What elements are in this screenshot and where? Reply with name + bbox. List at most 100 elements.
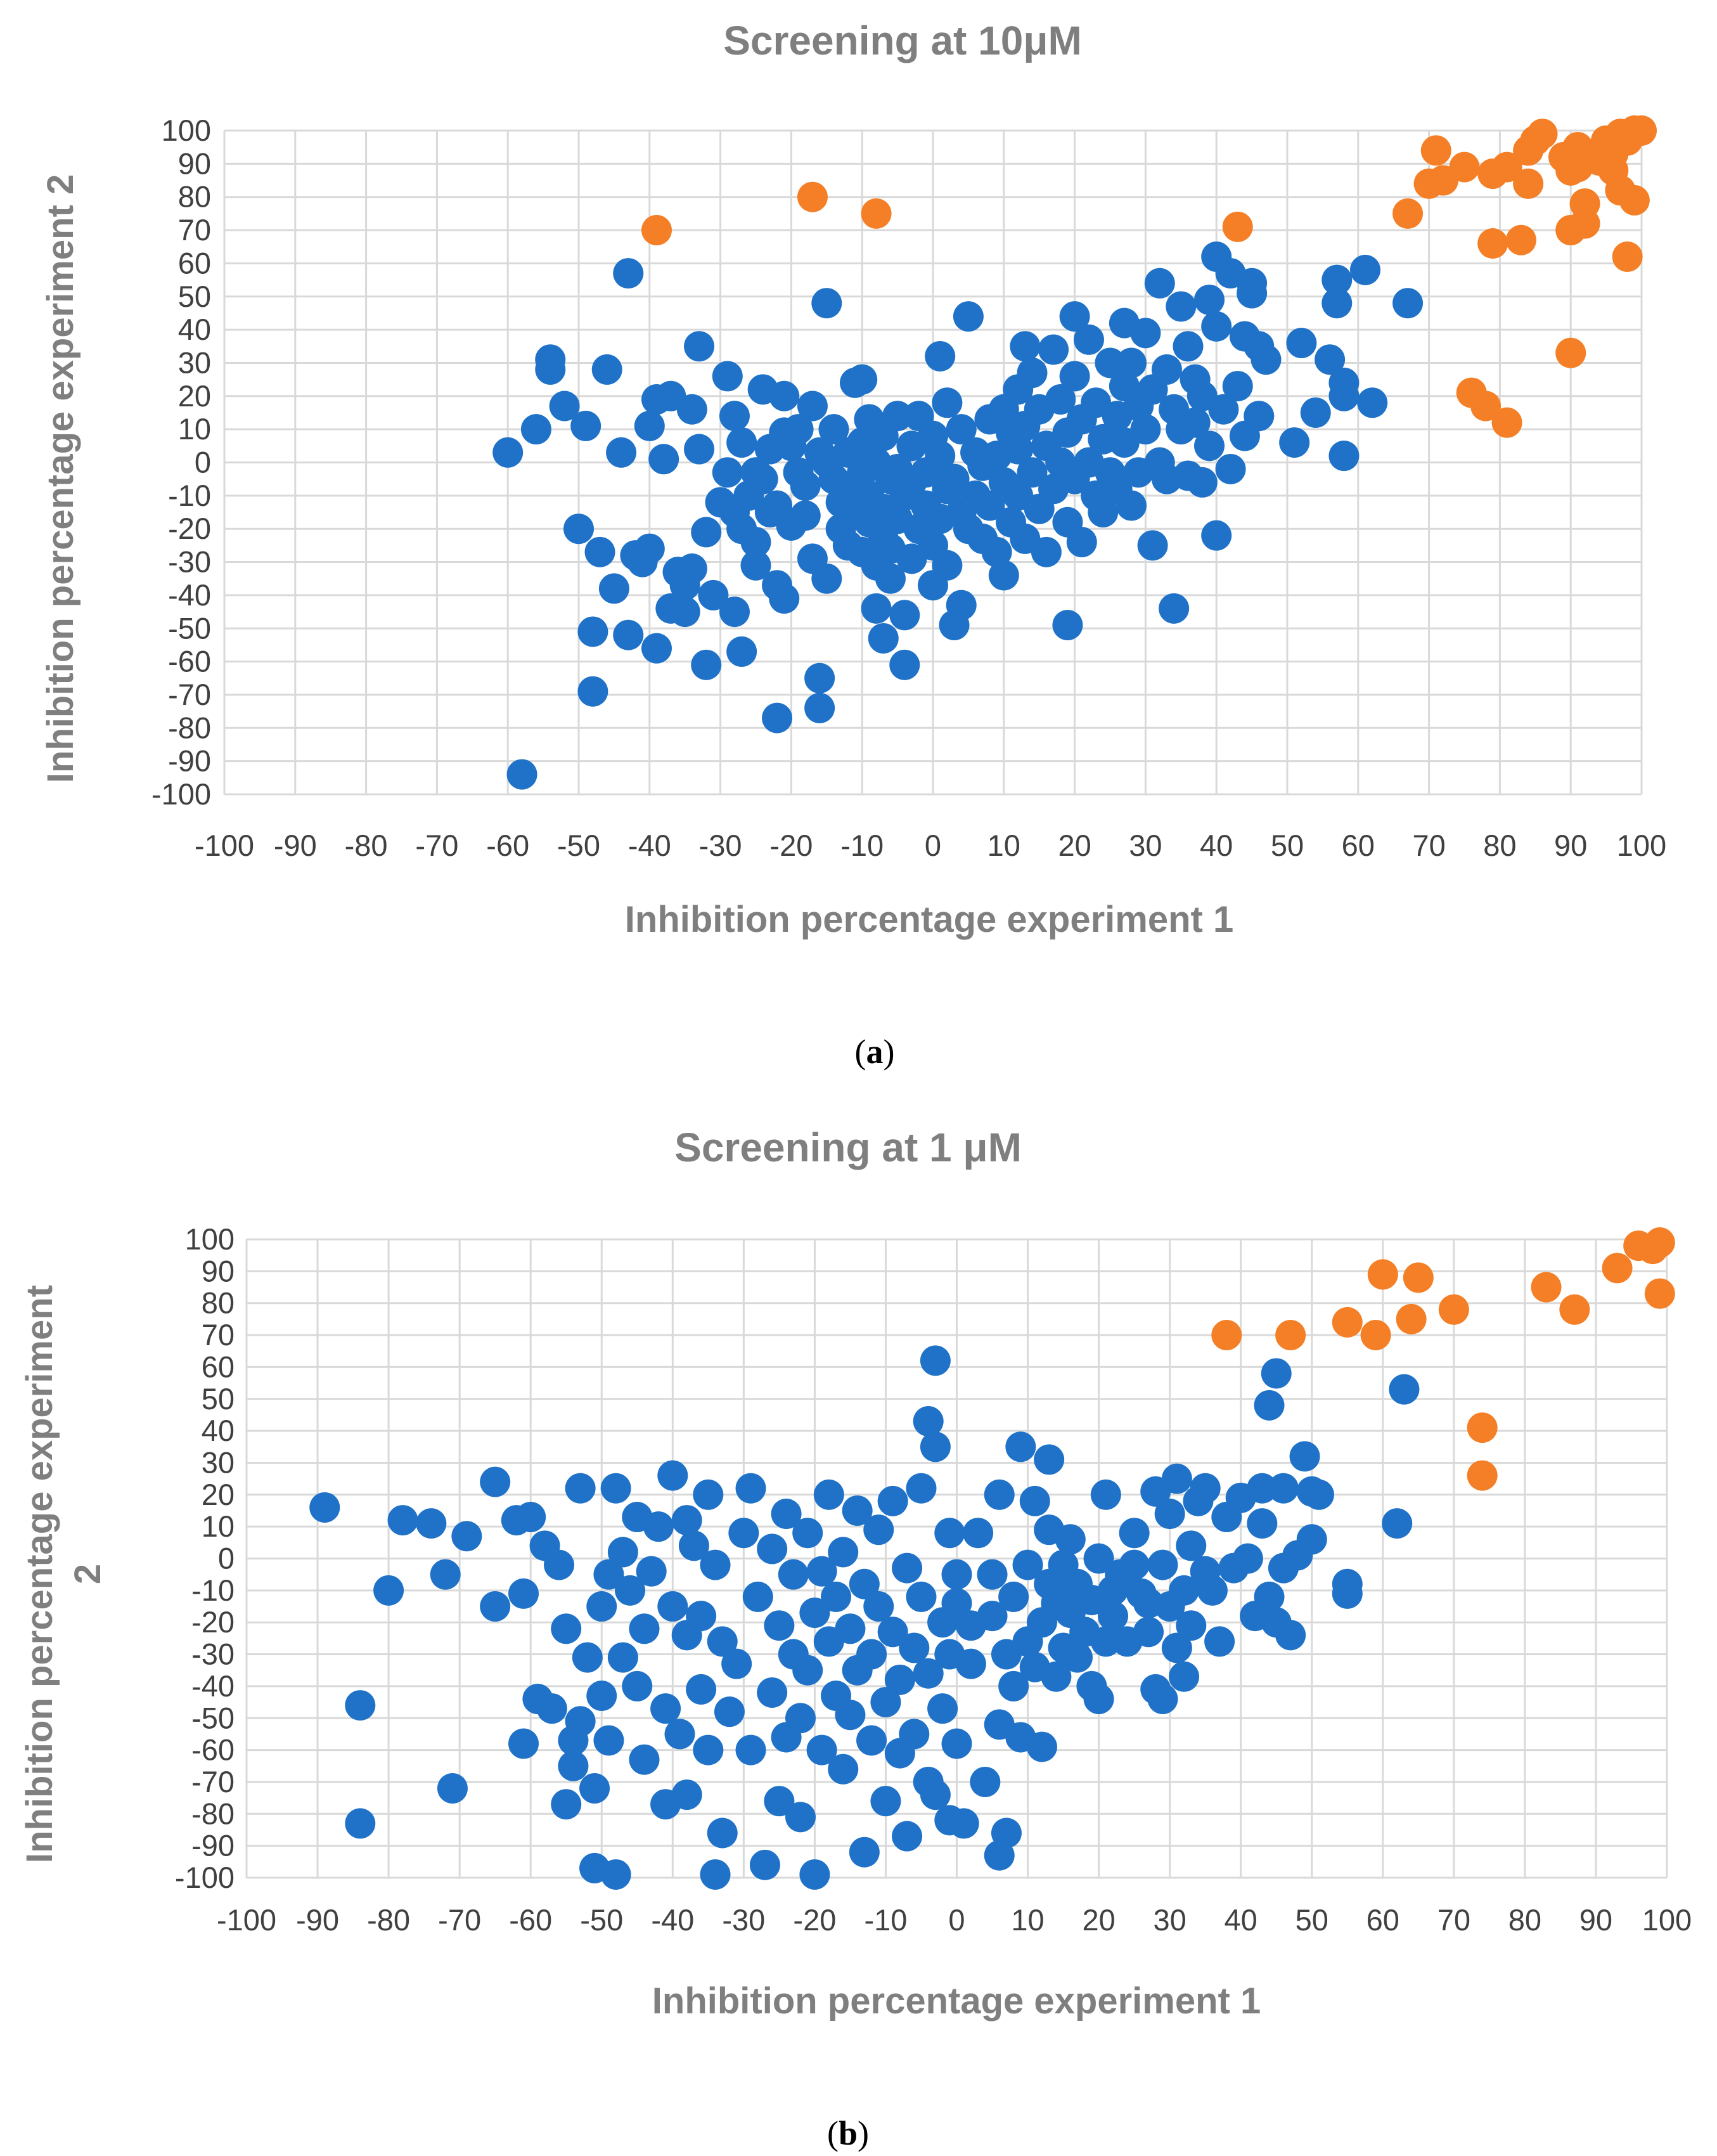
data-point [600, 1859, 631, 1890]
data-point [925, 340, 956, 371]
data-points [492, 115, 1657, 790]
y-tick-label: 40 [178, 313, 211, 346]
data-point [719, 401, 750, 432]
data-point [977, 1559, 1008, 1590]
hit-point [1403, 1262, 1434, 1293]
data-point [622, 1670, 653, 1701]
data-point [1357, 387, 1388, 418]
data-point [875, 563, 906, 594]
y-axis-title: Inhibition percentage experiment 2 [40, 174, 81, 783]
data-point [998, 1581, 1029, 1612]
data-point [1098, 1601, 1129, 1632]
y-tick-label: -50 [191, 1701, 235, 1734]
data-point [1090, 1479, 1121, 1510]
data-point [790, 470, 821, 501]
hit-point [1467, 1412, 1498, 1443]
data-point [676, 553, 707, 584]
x-tick-label: 20 [1058, 829, 1091, 862]
data-point [1130, 318, 1161, 349]
data-point [863, 1591, 894, 1622]
data-point [1392, 288, 1424, 319]
data-point [565, 1473, 596, 1504]
hit-point [1569, 188, 1600, 219]
y-tick-label: 100 [162, 113, 211, 147]
data-point [1090, 1626, 1121, 1657]
y-tick-label: -80 [191, 1797, 235, 1830]
data-point [920, 1779, 951, 1811]
data-point [686, 1601, 717, 1632]
x-tick-label: -80 [345, 829, 388, 862]
x-tick-label: -80 [367, 1903, 410, 1937]
data-point [648, 444, 679, 475]
data-point [946, 414, 977, 445]
chart-a: Screening at 10μM -100 -90 -80 -70 -60 -50 -40… [40, 18, 1666, 1071]
data-point [1159, 593, 1190, 624]
x-tick-label: -20 [769, 829, 813, 862]
data-point [707, 1817, 738, 1849]
data-point [643, 1511, 674, 1542]
hit-point [1644, 1227, 1675, 1258]
data-point [544, 1549, 575, 1580]
data-point [856, 1639, 887, 1670]
y-tick-label: -70 [168, 678, 211, 711]
data-point [1161, 1632, 1192, 1663]
data-point [615, 1575, 646, 1606]
data-point [684, 331, 715, 362]
x-tick-label: 90 [1554, 829, 1587, 862]
data-point [714, 1696, 745, 1727]
data-point [584, 536, 615, 567]
chart-title: Screening at 10μM [723, 18, 1082, 63]
data-point [749, 1849, 780, 1880]
hit-point [1626, 115, 1657, 146]
data-point [870, 1687, 901, 1718]
data-point [634, 410, 665, 441]
data-point [818, 414, 849, 445]
caption-b: (b) [827, 2114, 869, 2152]
data-point [913, 1405, 944, 1436]
x-tick-label: 60 [1342, 829, 1375, 862]
x-tick-label: -30 [722, 1903, 765, 1937]
data-point [946, 590, 977, 621]
y-tick-label: -10 [191, 1573, 235, 1607]
hit-point [1420, 135, 1451, 166]
data-point [785, 1703, 816, 1734]
data-point [600, 1473, 631, 1504]
data-point [586, 1591, 617, 1622]
data-point [974, 490, 1005, 521]
data-point [1166, 291, 1197, 322]
data-point [877, 1485, 908, 1516]
data-point [607, 1537, 638, 1568]
data-point [1130, 414, 1161, 445]
x-tick-label: 40 [1200, 829, 1233, 862]
hit-point [1438, 1294, 1469, 1325]
data-point [480, 1591, 511, 1622]
data-point [762, 702, 793, 733]
data-point [1382, 1508, 1413, 1539]
data-point [1083, 1684, 1114, 1715]
data-point [892, 1821, 923, 1852]
data-point [430, 1559, 461, 1590]
x-tick-labels: -100 -90 -80 -70 -60 -50 -40 -30 -20 -10 0 10 20 30 40… [195, 829, 1666, 862]
data-point [373, 1575, 404, 1606]
hit-point [1332, 1307, 1363, 1338]
data-point [1041, 1661, 1072, 1692]
data-point [1254, 1581, 1285, 1612]
data-point [906, 1581, 937, 1612]
data-point [712, 457, 743, 488]
data-point [747, 463, 778, 494]
y-tick-label: -70 [191, 1765, 235, 1798]
data-point [707, 1626, 738, 1657]
chart-title: Screening at 1 μM [674, 1125, 1022, 1170]
data-point [1169, 1575, 1200, 1606]
data-point [508, 1728, 539, 1759]
data-point [1208, 394, 1239, 425]
data-point [899, 1632, 930, 1663]
data-point [1045, 384, 1076, 415]
y-tick-label: 90 [178, 146, 211, 180]
x-tick-label: -50 [557, 829, 600, 862]
data-point [870, 1786, 901, 1817]
x-tick-label: 30 [1154, 1903, 1186, 1937]
hit-point [1396, 1303, 1427, 1334]
data-point [977, 1601, 1008, 1632]
data-point [345, 1690, 376, 1721]
